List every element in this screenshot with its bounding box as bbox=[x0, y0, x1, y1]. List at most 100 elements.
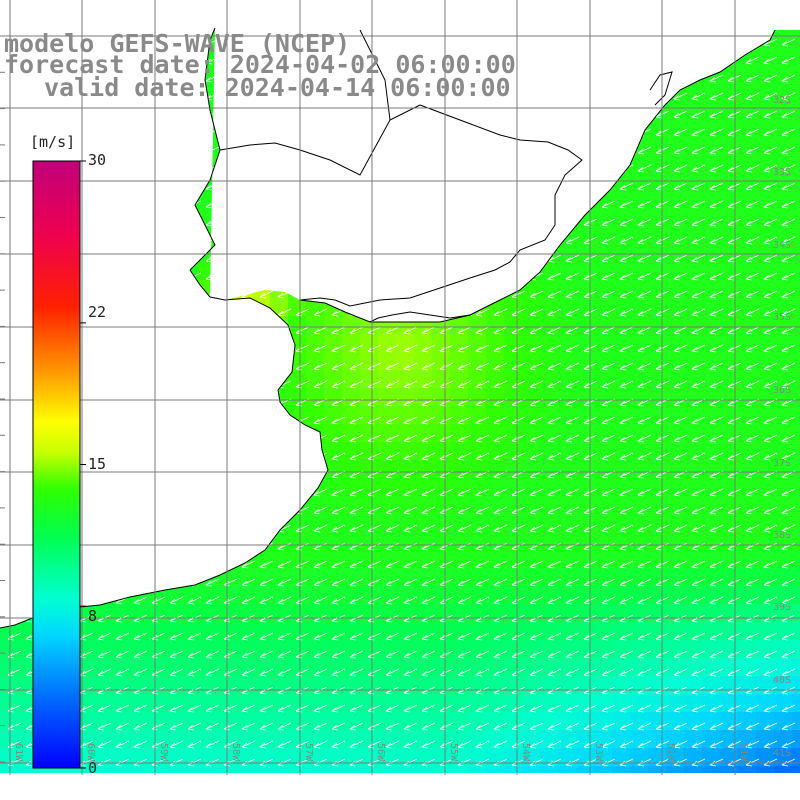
wind-speed-cell bbox=[792, 298, 800, 317]
lon-label-58w: 58W bbox=[230, 743, 241, 762]
lon-label-59w: 59W bbox=[158, 743, 169, 762]
wind-arrow bbox=[763, 56, 778, 65]
wind-speed-cell bbox=[666, 766, 685, 773]
wind-speed-cell bbox=[288, 766, 307, 773]
wind-speed-cell bbox=[792, 28, 800, 47]
wind-speed-cell bbox=[792, 730, 800, 749]
wind-speed-cell bbox=[720, 766, 739, 773]
wind-speed-cell bbox=[792, 82, 800, 101]
wind-speed-cell bbox=[270, 766, 289, 773]
wind-speed-cell bbox=[792, 712, 800, 731]
wind-speed-cell bbox=[252, 766, 271, 773]
lon-label-52w: 52W bbox=[665, 743, 676, 762]
wind-speed-cell bbox=[756, 766, 775, 773]
colorbar bbox=[32, 160, 81, 769]
wind-speed-cell bbox=[792, 424, 800, 443]
lon-label-57w: 57W bbox=[303, 743, 314, 762]
wind-speed-cell bbox=[90, 766, 109, 773]
wind-speed-cell bbox=[504, 766, 523, 773]
wind-arrow bbox=[745, 56, 760, 65]
wind-speed-cell bbox=[792, 748, 800, 767]
lat-label-38s: 38S bbox=[773, 530, 792, 541]
wind-speed-cell bbox=[774, 766, 793, 773]
wind-speed-cell bbox=[792, 370, 800, 389]
wind-speed-cell bbox=[306, 766, 325, 773]
wind-arrow bbox=[763, 74, 778, 83]
wind-speed-cell bbox=[108, 766, 127, 773]
wind-speed-cell bbox=[792, 604, 800, 623]
wind-speed-cell bbox=[792, 136, 800, 155]
wind-speed-cell bbox=[234, 766, 253, 773]
wind-arrow bbox=[781, 74, 796, 83]
lon-label-56w: 56W bbox=[375, 743, 386, 762]
lat-label-41s: 41S bbox=[773, 748, 792, 759]
wind-speed-cell bbox=[792, 496, 800, 515]
wind-speed-cell bbox=[792, 766, 800, 773]
wind-arrow bbox=[781, 38, 796, 47]
wind-arrow bbox=[709, 74, 724, 83]
wind-speed-cell bbox=[0, 766, 19, 773]
wind-speed-cell bbox=[792, 388, 800, 407]
wind-speed-cell bbox=[378, 766, 397, 773]
wind-speed-cell bbox=[126, 766, 145, 773]
wind-speed-cell bbox=[630, 766, 649, 773]
wind-speed-cell bbox=[468, 766, 487, 773]
colorbar-tick-22: 22 bbox=[88, 303, 107, 321]
lon-label-54w: 54W bbox=[520, 743, 531, 762]
wind-speed-cell bbox=[792, 514, 800, 533]
lon-label-61w: 61W bbox=[13, 743, 24, 762]
colorbar-unit-label: [m/s] bbox=[30, 133, 76, 151]
wind-speed-cell bbox=[792, 352, 800, 371]
lat-label-35s: 35S bbox=[773, 312, 792, 323]
wind-speed-cell bbox=[198, 766, 217, 773]
lat-label-40s: 40S bbox=[773, 675, 792, 686]
wind-speed-cell bbox=[612, 766, 631, 773]
wind-speed-cell bbox=[792, 154, 800, 173]
wind-speed-cell bbox=[558, 766, 577, 773]
wind-speed-cell bbox=[792, 316, 800, 335]
wind-speed-cell bbox=[36, 766, 55, 773]
wind-speed-cell bbox=[792, 280, 800, 299]
wind-speed-cell bbox=[738, 766, 757, 773]
wind-speed-cell bbox=[648, 766, 667, 773]
colorbar-tick-8: 8 bbox=[88, 607, 98, 625]
wind-speed-cell bbox=[702, 766, 721, 773]
wind-speed-cell bbox=[360, 766, 379, 773]
wind-speed-cell bbox=[432, 766, 451, 773]
wind-speed-cell bbox=[792, 64, 800, 83]
wind-speed-cell bbox=[792, 550, 800, 569]
wind-speed-cell bbox=[792, 622, 800, 641]
wind-speed-cell bbox=[792, 208, 800, 227]
wind-speed-cell bbox=[792, 46, 800, 65]
wind-speed-cell bbox=[450, 766, 469, 773]
wind-speed-cell bbox=[18, 766, 37, 773]
wind-speed-cell bbox=[684, 766, 703, 773]
wind-speed-cell bbox=[54, 766, 73, 773]
lat-label-37s: 37S bbox=[773, 458, 792, 469]
wind-speed-cell bbox=[486, 766, 505, 773]
wind-speed-cell bbox=[540, 766, 559, 773]
wind-arrow bbox=[745, 74, 760, 83]
wind-speed-cell bbox=[792, 118, 800, 137]
lon-label-55w: 55W bbox=[448, 743, 459, 762]
wind-speed-cell bbox=[792, 442, 800, 461]
wind-speed-cell bbox=[792, 640, 800, 659]
lat-label-32s: 32S bbox=[773, 95, 792, 106]
wind-speed-cell bbox=[792, 334, 800, 353]
lat-label-34s: 34S bbox=[773, 240, 792, 251]
wind-speed-cell bbox=[792, 226, 800, 245]
wind-speed-cell bbox=[792, 460, 800, 479]
lat-label-39s: 39S bbox=[773, 602, 792, 613]
colorbar-gradient bbox=[32, 160, 81, 769]
wind-speed-cell bbox=[216, 766, 235, 773]
wind-speed-cell bbox=[594, 766, 613, 773]
colorbar-tick-15: 15 bbox=[88, 455, 107, 473]
lon-label-53w: 53W bbox=[593, 743, 604, 762]
wind-speed-cell bbox=[162, 766, 181, 773]
wind-speed-cell bbox=[792, 262, 800, 281]
colorbar-tick-0: 0 bbox=[88, 759, 98, 777]
wind-speed-cell bbox=[396, 766, 415, 773]
wind-speed-cell bbox=[792, 406, 800, 425]
wind-speed-cell bbox=[792, 676, 800, 695]
